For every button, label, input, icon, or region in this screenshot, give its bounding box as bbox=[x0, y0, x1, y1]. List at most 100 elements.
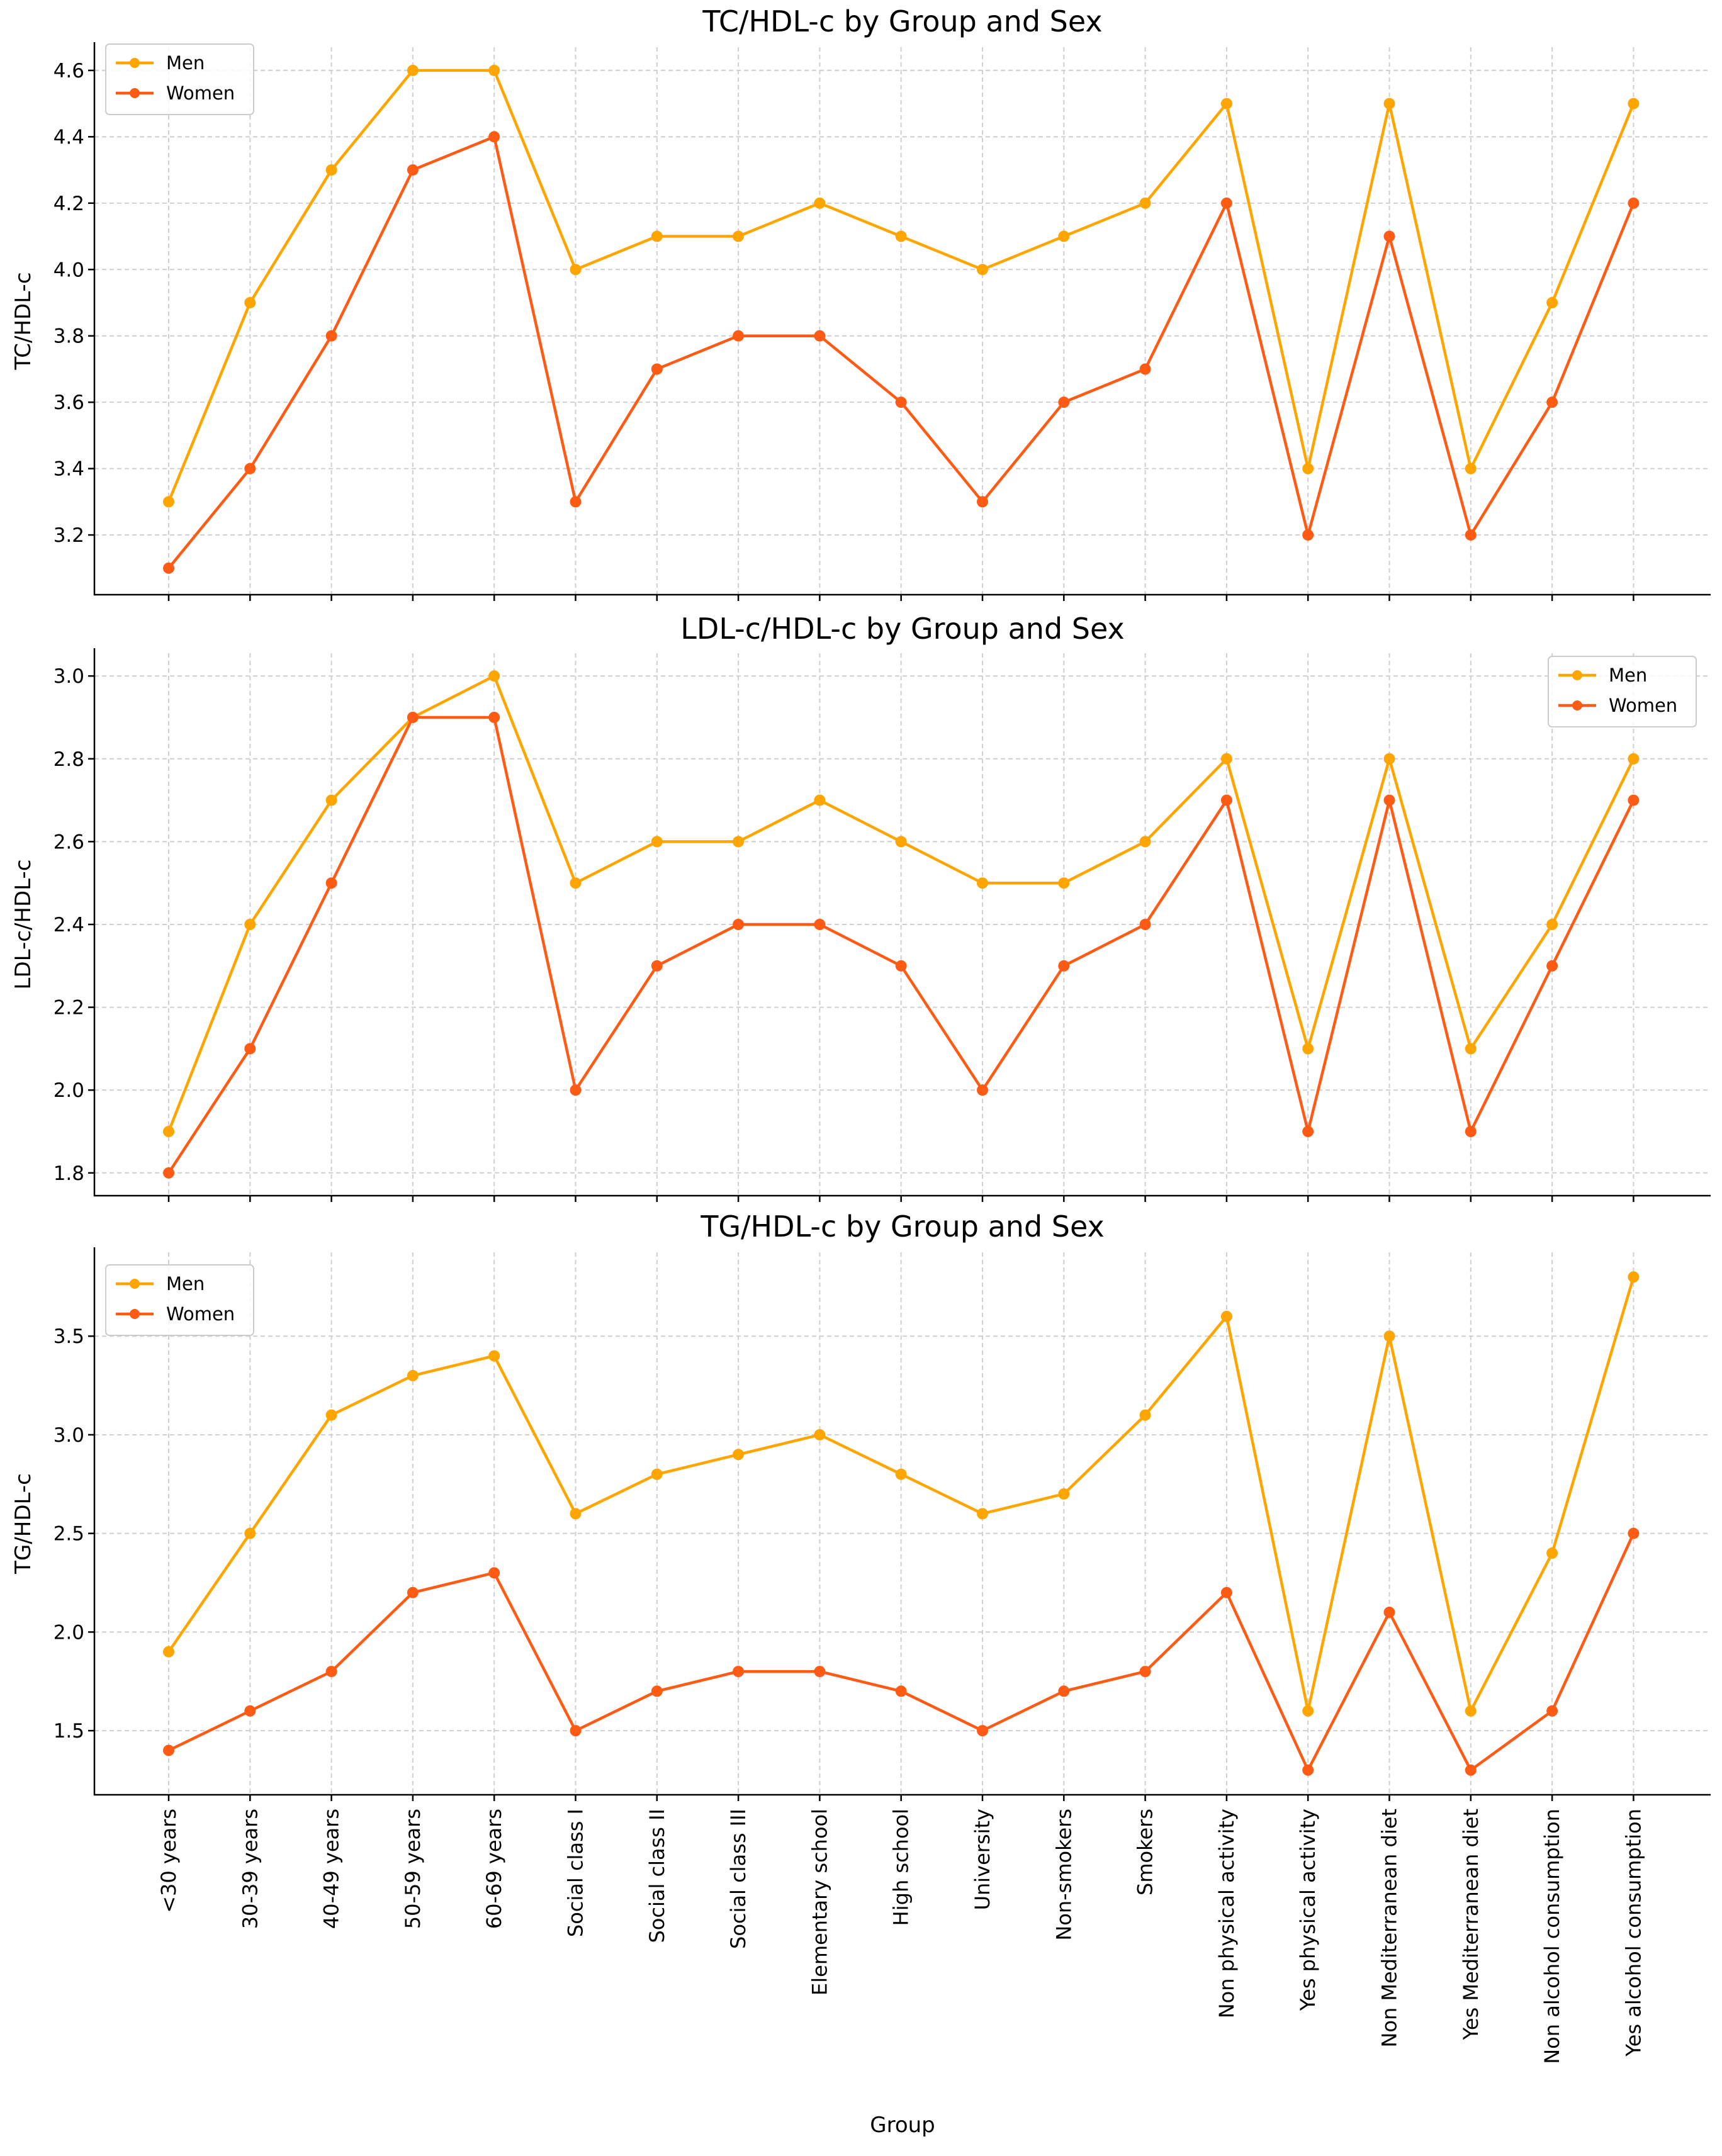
y-tick-label: 2.2 bbox=[53, 997, 84, 1019]
y-tick-label: 3.5 bbox=[53, 1325, 84, 1348]
x-tick-label: Social class II bbox=[645, 1809, 669, 1943]
data-point bbox=[1058, 396, 1070, 408]
data-point bbox=[1220, 98, 1232, 109]
data-point bbox=[1058, 1685, 1070, 1697]
y-tick-label: 3.0 bbox=[53, 1424, 84, 1447]
data-point bbox=[1546, 960, 1558, 972]
y-tick-label: 4.2 bbox=[53, 193, 84, 215]
data-point bbox=[1546, 1547, 1558, 1559]
series-women bbox=[163, 1527, 1640, 1776]
data-point bbox=[1302, 1043, 1314, 1055]
series-women bbox=[163, 131, 1640, 574]
data-point bbox=[895, 230, 907, 242]
data-point bbox=[733, 1666, 745, 1678]
y-tick-label: 3.2 bbox=[53, 524, 84, 547]
data-point bbox=[1628, 197, 1640, 209]
data-point bbox=[1220, 197, 1232, 209]
data-point bbox=[651, 230, 663, 242]
x-tick-label: Yes Mediterranean diet bbox=[1459, 1809, 1483, 2040]
data-point bbox=[733, 836, 745, 848]
legend-marker bbox=[1572, 670, 1582, 680]
data-point bbox=[651, 1685, 663, 1697]
y-tick-label: 4.4 bbox=[53, 126, 84, 149]
data-point bbox=[733, 919, 745, 930]
x-tick-label: Non-smokers bbox=[1052, 1809, 1076, 1941]
y-tick-label: 2.0 bbox=[53, 1079, 84, 1102]
data-point bbox=[1465, 1043, 1477, 1055]
x-tick-label: 50-59 years bbox=[401, 1809, 425, 1929]
y-tick-label: 2.6 bbox=[53, 831, 84, 853]
x-tick-label: Elementary school bbox=[808, 1809, 831, 1996]
data-point bbox=[814, 1429, 826, 1440]
legend-label-men: Men bbox=[166, 1273, 205, 1294]
data-point bbox=[1139, 1409, 1151, 1421]
data-point bbox=[244, 1527, 256, 1539]
chart-title: LDL-c/HDL-c by Group and Sex bbox=[680, 612, 1124, 646]
data-point bbox=[1058, 1488, 1070, 1500]
data-point bbox=[163, 1126, 174, 1138]
data-point bbox=[977, 1084, 988, 1096]
data-point bbox=[1465, 1764, 1477, 1776]
legend-marker bbox=[130, 58, 140, 68]
legend-marker bbox=[130, 1309, 140, 1319]
data-point bbox=[651, 1468, 663, 1480]
y-tick-label: 4.6 bbox=[53, 60, 84, 82]
data-point bbox=[814, 1666, 826, 1678]
x-tick-label: Yes physical activity bbox=[1296, 1809, 1320, 2011]
x-tick-label: Social class I bbox=[564, 1809, 588, 1937]
data-point bbox=[1628, 1527, 1640, 1539]
x-tick-label: High school bbox=[889, 1809, 913, 1926]
data-point bbox=[1383, 1330, 1395, 1342]
legend: Men Women bbox=[105, 1264, 254, 1336]
legend-marker bbox=[130, 1279, 140, 1289]
x-tick-label: Non physical activity bbox=[1215, 1809, 1239, 2018]
data-point bbox=[1220, 1310, 1232, 1322]
data-point bbox=[1139, 363, 1151, 375]
legend-label-women: Women bbox=[1609, 695, 1677, 716]
data-point bbox=[244, 1705, 256, 1717]
data-point bbox=[488, 1350, 500, 1362]
data-point bbox=[1628, 1271, 1640, 1283]
x-tick-label: 60-69 years bbox=[482, 1809, 506, 1929]
data-point bbox=[488, 711, 500, 723]
legend: Men Women bbox=[1548, 656, 1697, 727]
x-tick-label: Social class III bbox=[726, 1809, 750, 1949]
y-tick-label: 2.0 bbox=[53, 1621, 84, 1644]
legend-label-men: Men bbox=[1609, 665, 1647, 686]
data-point bbox=[1465, 1705, 1477, 1717]
data-point bbox=[1302, 1705, 1314, 1717]
data-point bbox=[733, 330, 745, 342]
data-point bbox=[244, 297, 256, 308]
data-point bbox=[1628, 98, 1640, 109]
data-point bbox=[1302, 1126, 1314, 1138]
y-tick-label: 2.5 bbox=[53, 1523, 84, 1546]
chart-panel-1: TC/HDL-c by Group and Sex 3.2 3.4 3.6 3.8 4.0… bbox=[11, 4, 1711, 601]
chart-panel-3: TG/HDL-c by Group and Sex 1.5 2.0 2.5 3.0 3.5… bbox=[11, 1210, 1711, 2138]
data-point bbox=[488, 131, 500, 143]
data-point bbox=[1465, 529, 1477, 541]
data-point bbox=[1546, 919, 1558, 930]
y-tick-label: 2.4 bbox=[53, 914, 84, 936]
data-point bbox=[651, 836, 663, 848]
axes bbox=[93, 42, 1711, 596]
data-point bbox=[570, 264, 582, 276]
data-point bbox=[570, 1508, 582, 1520]
data-point bbox=[407, 164, 419, 176]
data-point bbox=[570, 496, 582, 508]
data-point bbox=[1058, 230, 1070, 242]
data-point bbox=[814, 794, 826, 806]
legend-label-women: Women bbox=[166, 82, 235, 104]
data-point bbox=[570, 1084, 582, 1096]
data-point bbox=[407, 64, 419, 76]
data-point bbox=[163, 1167, 174, 1179]
x-tick-label: University bbox=[971, 1809, 994, 1910]
data-point bbox=[1220, 1586, 1232, 1598]
data-point bbox=[1465, 1126, 1477, 1138]
series-line-men bbox=[167, 69, 1635, 503]
data-point bbox=[163, 562, 174, 574]
data-point bbox=[325, 164, 337, 176]
series-line-women bbox=[168, 1532, 1635, 1772]
data-point bbox=[895, 396, 907, 408]
data-point bbox=[733, 1449, 745, 1461]
data-point bbox=[977, 1508, 988, 1520]
